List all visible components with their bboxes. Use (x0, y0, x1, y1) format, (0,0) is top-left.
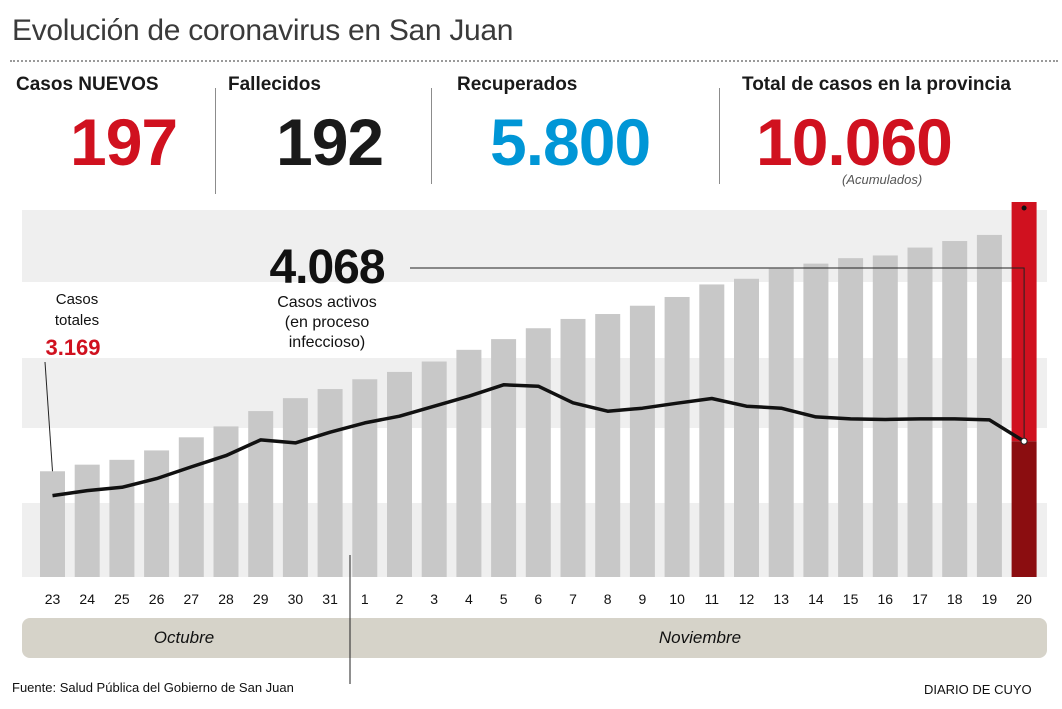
casos-totales-label: Casos (56, 291, 99, 308)
bar-casos-totales (282, 398, 308, 577)
x-tick-label: 3 (430, 591, 438, 607)
x-tick-label: 12 (739, 591, 755, 607)
x-tick-label: 1 (361, 591, 369, 607)
x-tick-label: 9 (639, 591, 647, 607)
bar-casos-totales (768, 268, 794, 577)
bar-casos-totales (976, 234, 1002, 577)
x-tick-label: 24 (79, 591, 95, 607)
x-tick-label: 13 (773, 591, 789, 607)
bar-casos-totales (178, 437, 204, 577)
stat-value-total: 10.060 (756, 105, 953, 179)
x-tick-label: 6 (534, 591, 542, 607)
active-cases-leader (410, 267, 1025, 442)
bar-casos-totales (387, 371, 412, 577)
x-tick-label: 25 (114, 591, 130, 607)
month-band (22, 618, 1047, 658)
active-cases-point (1020, 437, 1028, 445)
stat-divider (719, 88, 720, 184)
active-cases-label: (en proceso (285, 314, 370, 331)
bar-casos-totales (456, 349, 482, 577)
casos-totales-label: totales (55, 312, 99, 329)
bar-casos-totales (560, 318, 586, 577)
bar-casos-totales (109, 459, 135, 577)
casos-totales-value: 3.169 (45, 335, 100, 360)
active-cases-line (52, 383, 1026, 498)
month-label-octubre: Octubre (154, 628, 214, 647)
x-tick-label: 16 (878, 591, 894, 607)
x-tick-label: 28 (218, 591, 234, 607)
stat-label-total: Total de casos en la provincia (742, 74, 1011, 95)
bar-casos-totales (734, 278, 759, 577)
x-tick-label: 27 (184, 591, 200, 607)
bar-casos-totales (144, 450, 170, 577)
bar-casos-totales (525, 328, 551, 577)
bar-casos-totales (317, 389, 343, 577)
x-tick-label: 11 (705, 591, 720, 607)
source-note: Fuente: Salud Pública del Gobierno de Sa… (12, 680, 294, 695)
x-tick-label: 26 (149, 591, 165, 607)
bar-casos-totales (248, 411, 274, 577)
stat-label-casos-nuevos: Casos NUEVOS (16, 74, 159, 95)
x-tick-label: 8 (604, 591, 612, 607)
x-tick-label: 2 (396, 591, 404, 607)
bar-casos-totales (491, 339, 517, 577)
stat-divider (431, 88, 432, 184)
x-tick-label: 31 (322, 591, 338, 607)
bar-casos-totales (664, 296, 690, 577)
bar-casos-totales (629, 305, 655, 577)
chart-title: Evolución de coronavirus en San Juan (12, 14, 514, 47)
brand-name: DIARIO DE CUYO (924, 682, 1032, 697)
stat-divider (215, 88, 216, 194)
x-tick-label: 19 (982, 591, 998, 607)
casos-totales-leader (44, 361, 53, 472)
x-tick-label: 10 (669, 591, 685, 607)
stat-label-recuperados: Recuperados (457, 74, 578, 95)
x-tick-label: 4 (465, 591, 473, 607)
active-cases-label: infeccioso) (289, 334, 365, 351)
stat-label-fallecidos: Fallecidos (228, 74, 321, 95)
bar-active-highlight (1011, 441, 1037, 577)
x-tick-label: 30 (288, 591, 304, 607)
bar-casos-totales (421, 361, 447, 577)
title-divider (10, 60, 1058, 62)
x-tick-label: 7 (569, 591, 577, 607)
bar-casos-totales (213, 426, 239, 577)
x-tick-label: 14 (808, 591, 824, 607)
x-tick-label: 17 (912, 591, 928, 607)
x-tick-label: 23 (45, 591, 61, 607)
stat-value-recuperados: 5.800 (490, 105, 651, 179)
stat-note-acumulados: (Acumulados) (842, 172, 923, 187)
bar-casos-totales (942, 241, 968, 577)
bar-casos-totales (74, 464, 100, 577)
stat-value-fallecidos: 192 (276, 105, 384, 179)
x-tick-label: 18 (947, 591, 963, 607)
stat-value-casos-nuevos: 197 (70, 105, 178, 179)
month-label-noviembre: Noviembre (659, 628, 741, 647)
total-cases-point (1021, 205, 1027, 211)
bar-casos-totales (699, 284, 725, 577)
bar-casos-totales (352, 379, 378, 577)
active-cases-label: Casos activos (277, 294, 377, 311)
x-tick-label: 20 (1016, 591, 1032, 607)
bar-casos-totales (872, 255, 898, 577)
bar-casos-totales (803, 263, 829, 577)
bar-casos-totales (595, 314, 621, 577)
bar-casos-totales (40, 471, 65, 577)
active-cases-value: 4.068 (269, 241, 384, 294)
x-tick-label: 5 (500, 591, 508, 607)
bar-casos-totales (907, 247, 933, 578)
x-tick-label: 29 (253, 591, 269, 607)
x-tick-label: 15 (843, 591, 859, 607)
